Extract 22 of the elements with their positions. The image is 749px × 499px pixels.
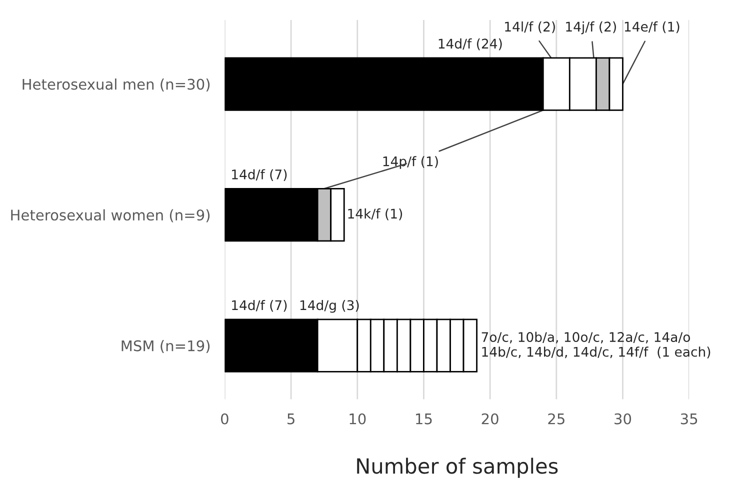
annotation: 14d/f (24) <box>438 38 502 50</box>
x-tick-label: 0 <box>221 413 228 424</box>
annotation: 14d/f (7) <box>232 300 287 312</box>
annotation: 14j/f (2) <box>566 21 616 34</box>
annotation: 7o/c, 10b/a, 10o/c, 12a/c, 14a/o 14b/c, 14b/d, 14d/c, 14f/f (1 each) <box>482 332 710 358</box>
x-tick-label: 20 <box>482 413 498 424</box>
x-tick-label: 5 <box>288 414 294 424</box>
annotation: 14d/f (7) <box>232 169 287 181</box>
x-tick-label: 15 <box>416 414 432 424</box>
x-tick-label: 30 <box>614 413 632 424</box>
annotation: 14k/f (1) <box>348 208 402 220</box>
y-tick-label: Heterosexual men (n=30) <box>22 78 210 92</box>
x-axis-title: Number of samples <box>357 458 558 478</box>
x-tick-label: 25 <box>548 413 564 424</box>
x-tick-label: 10 <box>350 413 366 424</box>
annotation: 14d/g (3) <box>300 300 359 313</box>
annotation: 14e/f (1) <box>624 21 680 34</box>
x-tick-label: 35 <box>680 413 698 424</box>
y-tick-label: MSM (n=19) <box>122 340 210 354</box>
annotation: 14p/f (1) <box>383 156 438 169</box>
y-tick-label: Heterosexual women (n=9) <box>11 209 210 222</box>
annotation: 14l/f (2) <box>505 21 555 34</box>
